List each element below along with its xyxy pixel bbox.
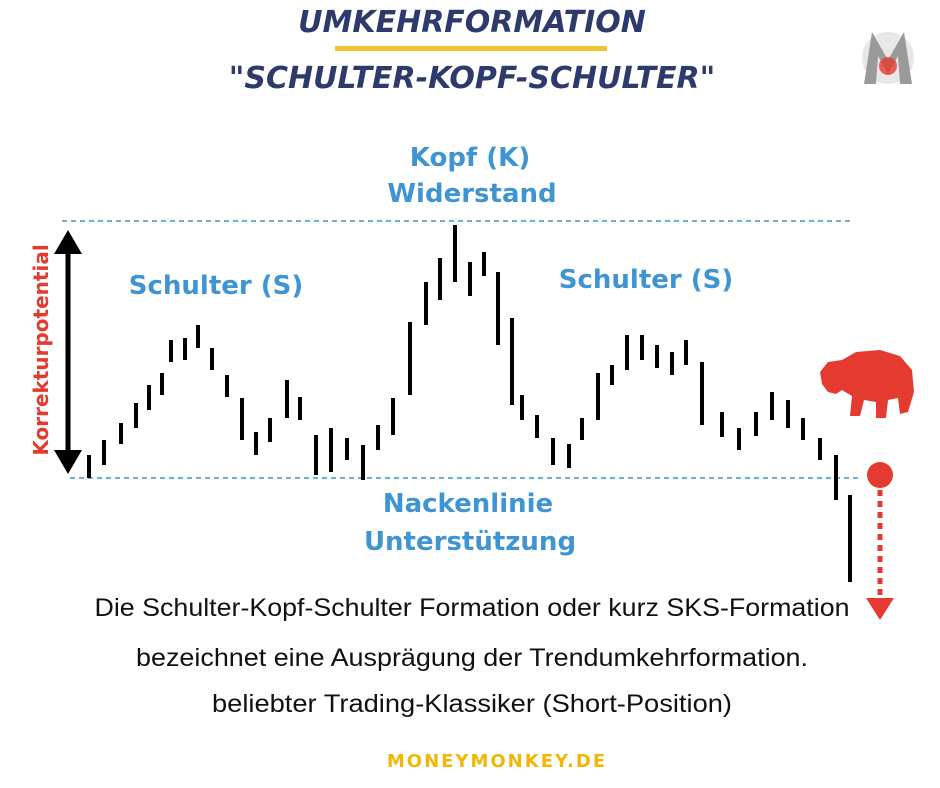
range-arrow: [54, 230, 82, 474]
neckline-label: Nackenlinie: [383, 489, 553, 519]
vertical-label: Korrekturpotential: [29, 244, 53, 455]
description-line: Die Schulter-Kopf-Schulter Formation ode…: [95, 594, 850, 622]
title-line: UMKEHRFORMATION: [298, 5, 646, 40]
right-shoulder-label: Schulter (S): [559, 265, 734, 295]
logo: [862, 32, 914, 84]
neckline-label: Unterstützung: [364, 527, 576, 557]
title-line: "SCHULTER-KOPF-SCHULTER": [229, 61, 716, 96]
price-bars: [87, 225, 852, 582]
description-line: beliebter Trading-Klassiker (Short-Posit…: [212, 690, 732, 718]
head-label: Widerstand: [387, 179, 556, 209]
head-label: Kopf (K): [410, 143, 530, 173]
footer: MONEYMONKEY.DE: [387, 751, 607, 772]
breakdown-arrow: [866, 462, 894, 620]
title-underline: [335, 46, 607, 51]
bear-icon: [820, 350, 914, 418]
description-line: bezeichnet eine Ausprägung der Trendumke…: [136, 644, 808, 672]
left-shoulder-label: Schulter (S): [129, 271, 304, 301]
